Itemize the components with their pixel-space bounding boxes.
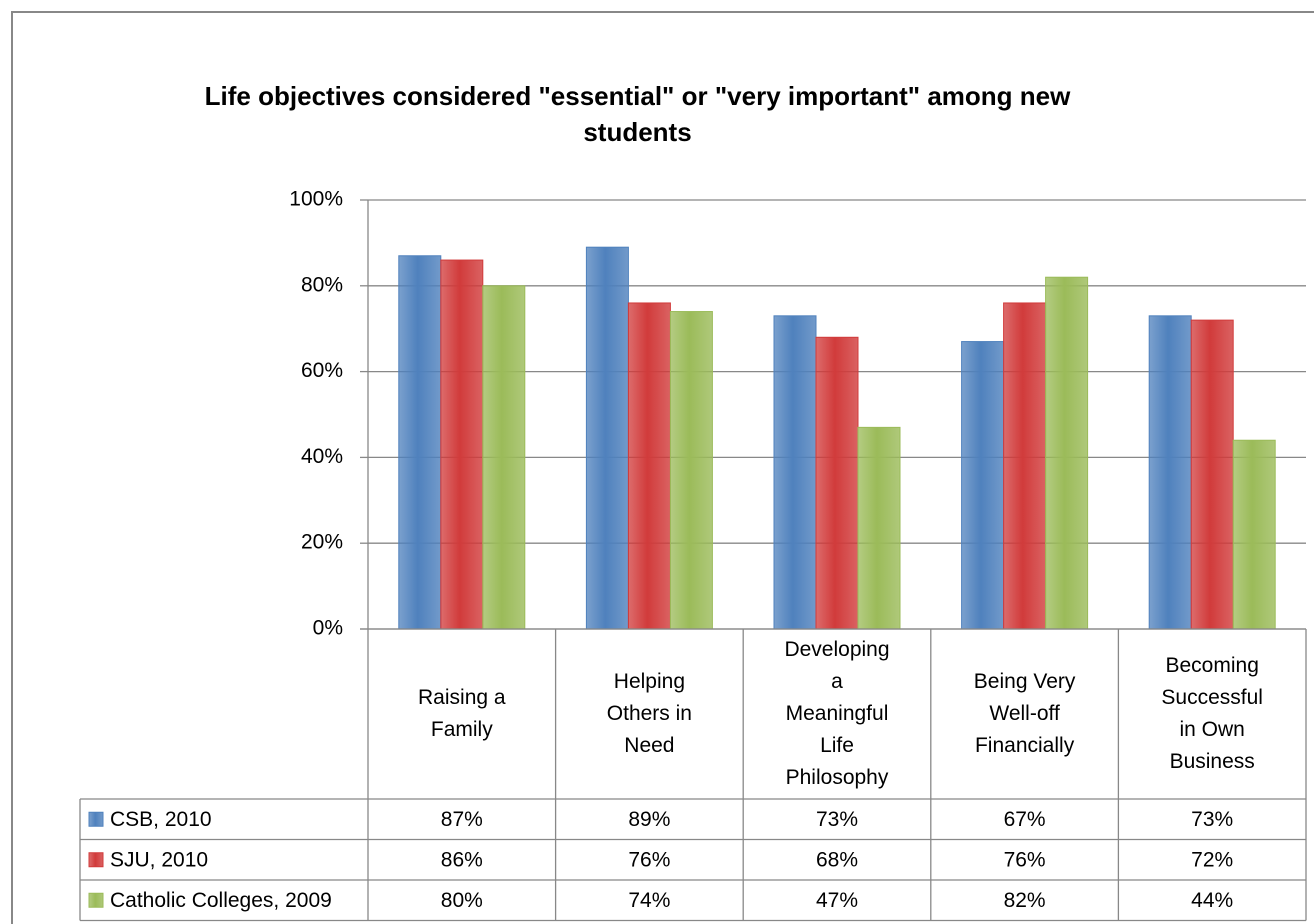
bar	[1232, 439, 1276, 630]
y-tick-label: 0%	[313, 617, 343, 640]
y-tick-label: 80%	[301, 273, 343, 296]
x-tick-label: Developing a Meaningful Life Philosophy	[784, 638, 890, 789]
bar	[398, 255, 442, 630]
table-cell: 76%	[1004, 848, 1046, 871]
legend-key	[88, 852, 104, 868]
chart-border	[11, 11, 1314, 924]
table-cell: 72%	[1191, 848, 1233, 871]
table-cell: 47%	[816, 889, 858, 912]
bar	[440, 259, 484, 630]
table-cell: 82%	[1004, 889, 1046, 912]
table-cell: 67%	[1004, 808, 1046, 831]
bar	[585, 246, 629, 630]
bar	[1045, 276, 1089, 630]
legend-label: Catholic Colleges, 2009	[110, 889, 332, 912]
bar	[1003, 302, 1047, 630]
x-tick-label: Becoming Successful in Own Business	[1161, 654, 1263, 773]
table-cell: 86%	[441, 848, 483, 871]
y-tick-label: 40%	[301, 445, 343, 468]
table-cell: 73%	[816, 808, 858, 831]
y-tick-label: 100%	[289, 188, 343, 211]
table-cell: 74%	[628, 889, 670, 912]
bar	[815, 336, 859, 630]
bar	[961, 341, 1005, 630]
bar	[669, 311, 713, 630]
bar	[627, 302, 671, 630]
x-tick-label: Raising a Family	[418, 686, 506, 741]
chart-title: Life objectives considered "essential" o…	[204, 81, 1071, 147]
table-cell: 76%	[628, 848, 670, 871]
table-cell: 89%	[628, 808, 670, 831]
bar	[773, 315, 817, 630]
legend-key	[88, 811, 104, 827]
y-tick-label: 60%	[301, 359, 343, 382]
legend-label: SJU, 2010	[110, 848, 208, 871]
bar	[482, 285, 526, 630]
bar	[1148, 315, 1192, 630]
table-cell: 68%	[816, 848, 858, 871]
x-tick-label: Helping Others in Need	[606, 670, 692, 757]
table-cell: 80%	[441, 889, 483, 912]
bar	[1190, 319, 1234, 630]
x-tick-label: Being Very Well-off Financially	[973, 670, 1076, 757]
table-cell: 87%	[441, 808, 483, 831]
y-tick-label: 20%	[301, 531, 343, 554]
table-cell: 73%	[1191, 808, 1233, 831]
table-cell: 44%	[1191, 889, 1233, 912]
legend-label: CSB, 2010	[110, 808, 212, 831]
bar	[857, 426, 901, 630]
legend-key	[88, 892, 104, 908]
